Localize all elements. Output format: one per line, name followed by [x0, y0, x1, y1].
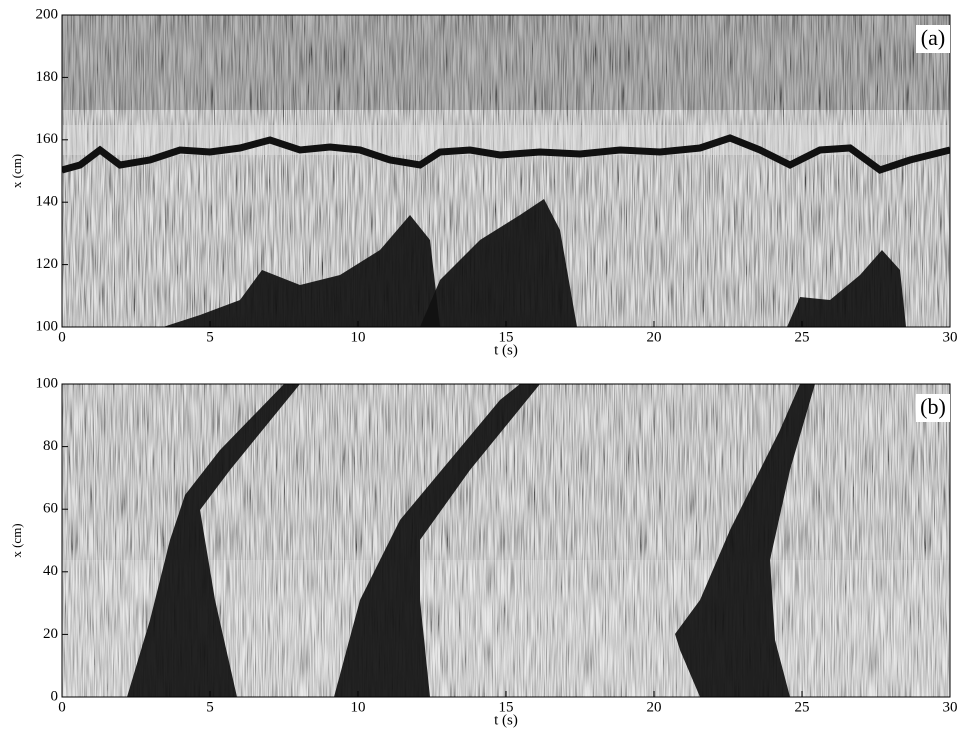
x-tick-label: 20 — [647, 699, 662, 715]
x-axis-label: t (s) — [494, 342, 518, 358]
y-tick-label: 140 — [36, 194, 59, 210]
x-axis-label: t (s) — [494, 712, 518, 728]
x-tick-label: 10 — [351, 329, 366, 345]
x-tick-label: 25 — [795, 329, 810, 345]
x-tick-label: 30 — [943, 699, 958, 715]
y-tick-label: 200 — [36, 6, 59, 22]
y-tick-label: 160 — [36, 131, 59, 147]
panel-label: (a) — [921, 25, 945, 50]
x-tick-label: 5 — [206, 329, 214, 345]
y-axis-label: x (cm) — [9, 154, 24, 188]
y-tick-label: 40 — [43, 563, 58, 579]
x-tick-label: 0 — [58, 699, 66, 715]
x-tick-label: 10 — [351, 699, 366, 715]
y-tick-label: 60 — [43, 501, 58, 517]
y-axis-label: x (cm) — [9, 523, 24, 557]
y-tick-label: 100 — [36, 318, 59, 334]
y-tick-label: 120 — [36, 256, 59, 272]
y-tick-label: 80 — [43, 438, 58, 454]
figure: 051015202530100120140160180200t (s)x (cm… — [0, 0, 967, 741]
image-a — [62, 15, 950, 327]
x-tick-label: 0 — [58, 329, 66, 345]
panel-label: (b) — [920, 394, 946, 419]
y-tick-label: 20 — [43, 626, 58, 642]
y-tick-label: 0 — [51, 688, 59, 704]
x-tick-label: 20 — [647, 329, 662, 345]
x-tick-label: 25 — [795, 699, 810, 715]
x-tick-label: 5 — [206, 699, 214, 715]
y-tick-label: 100 — [36, 375, 59, 391]
y-tick-label: 180 — [36, 69, 59, 85]
image-b — [62, 384, 950, 697]
x-tick-label: 30 — [943, 329, 958, 345]
